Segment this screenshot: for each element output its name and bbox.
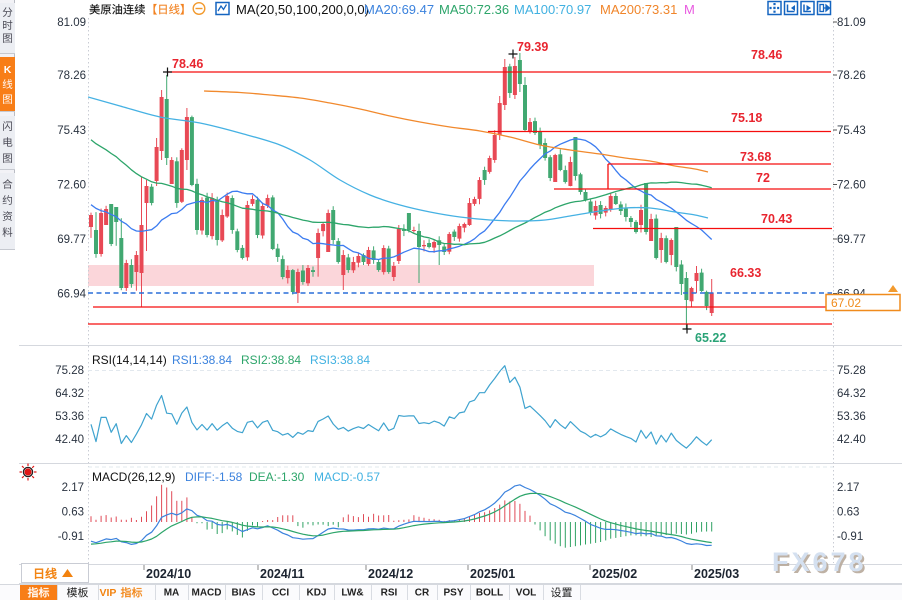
svg-text:53.36: 53.36 — [837, 411, 866, 423]
svg-text:CCI: CCI — [272, 588, 289, 599]
svg-text:42.40: 42.40 — [55, 434, 84, 446]
svg-text:0.63: 0.63 — [837, 507, 859, 519]
svg-text:2025/03: 2025/03 — [694, 567, 739, 581]
svg-text:RSI: RSI — [381, 588, 398, 599]
svg-text:MA100:70.97: MA100:70.97 — [514, 2, 591, 17]
svg-text:2.17: 2.17 — [837, 482, 859, 494]
svg-text:75.28: 75.28 — [837, 365, 866, 377]
svg-text:BIAS: BIAS — [232, 588, 256, 599]
svg-text:65.22: 65.22 — [695, 331, 726, 345]
svg-text:-0.91: -0.91 — [58, 531, 84, 543]
svg-text:64.32: 64.32 — [55, 388, 84, 400]
svg-text:VIP: VIP — [100, 587, 117, 599]
svg-text:CR: CR — [415, 588, 430, 599]
svg-text:75.18: 75.18 — [731, 111, 762, 125]
svg-text:78.26: 78.26 — [57, 70, 86, 82]
svg-text:MACD:-0.57: MACD:-0.57 — [314, 470, 380, 484]
svg-text:53.36: 53.36 — [55, 411, 84, 423]
svg-text:RSI1:38.84: RSI1:38.84 — [172, 353, 232, 367]
svg-text:72.60: 72.60 — [57, 180, 86, 192]
svg-text:78.26: 78.26 — [837, 70, 866, 82]
svg-text:MA(20,50,100,200,0,0): MA(20,50,100,200,0,0) — [236, 2, 369, 17]
svg-text:69.77: 69.77 — [837, 234, 866, 246]
svg-text:66.94: 66.94 — [57, 289, 86, 301]
svg-text:2024/10: 2024/10 — [146, 567, 191, 581]
svg-text:75.28: 75.28 — [55, 365, 84, 377]
svg-text:2024/11: 2024/11 — [260, 567, 305, 581]
svg-text:66.33: 66.33 — [730, 266, 761, 280]
svg-text:MACD: MACD — [192, 588, 222, 599]
svg-text:FX678: FX678 — [774, 549, 869, 579]
svg-text:81.09: 81.09 — [837, 17, 866, 29]
svg-text:-0.91: -0.91 — [837, 531, 863, 543]
svg-text:MA20:69.47: MA20:69.47 — [364, 2, 434, 17]
svg-text:MA: MA — [164, 588, 180, 599]
svg-text:RSI(14,14,14): RSI(14,14,14) — [92, 353, 167, 367]
svg-text:DIFF:-1.58: DIFF:-1.58 — [185, 470, 243, 484]
svg-text:VOL: VOL — [516, 588, 537, 599]
svg-text:2.17: 2.17 — [62, 482, 84, 494]
svg-text:RSI2:38.84: RSI2:38.84 — [241, 353, 301, 367]
svg-text:69.77: 69.77 — [57, 234, 86, 246]
svg-text:KDJ: KDJ — [306, 588, 326, 599]
svg-text:2025/01: 2025/01 — [470, 567, 515, 581]
svg-text:DEA:-1.30: DEA:-1.30 — [249, 470, 305, 484]
svg-text:79.39: 79.39 — [517, 40, 548, 54]
svg-text:81.09: 81.09 — [57, 17, 86, 29]
svg-text:73.68: 73.68 — [740, 150, 771, 164]
svg-text:67.02: 67.02 — [831, 296, 861, 310]
svg-text:MACD(26,12,9): MACD(26,12,9) — [92, 470, 175, 484]
svg-text:72: 72 — [756, 171, 770, 185]
svg-text:MA200:73.31: MA200:73.31 — [600, 2, 677, 17]
svg-text:72.60: 72.60 — [837, 180, 866, 192]
svg-text:64.32: 64.32 — [837, 388, 866, 400]
svg-text:2024/12: 2024/12 — [368, 567, 413, 581]
svg-text:75.43: 75.43 — [57, 125, 86, 137]
svg-text:RSI3:38.84: RSI3:38.84 — [310, 353, 370, 367]
svg-text:PSY: PSY — [443, 588, 463, 599]
svg-text:FX678: FX678 — [772, 547, 867, 577]
svg-text:2025/02: 2025/02 — [592, 567, 637, 581]
svg-text:MA50:72.36: MA50:72.36 — [439, 2, 509, 17]
svg-text:42.40: 42.40 — [837, 434, 866, 446]
svg-text:78.46: 78.46 — [172, 57, 203, 71]
svg-text:78.46: 78.46 — [751, 48, 782, 62]
svg-text:0.63: 0.63 — [62, 507, 84, 519]
svg-text:K: K — [4, 64, 12, 76]
svg-text:70.43: 70.43 — [761, 212, 792, 226]
svg-text:75.43: 75.43 — [837, 125, 866, 137]
svg-text:LW&: LW& — [341, 588, 363, 599]
svg-text:BOLL: BOLL — [476, 588, 503, 599]
svg-text:M: M — [684, 2, 695, 17]
